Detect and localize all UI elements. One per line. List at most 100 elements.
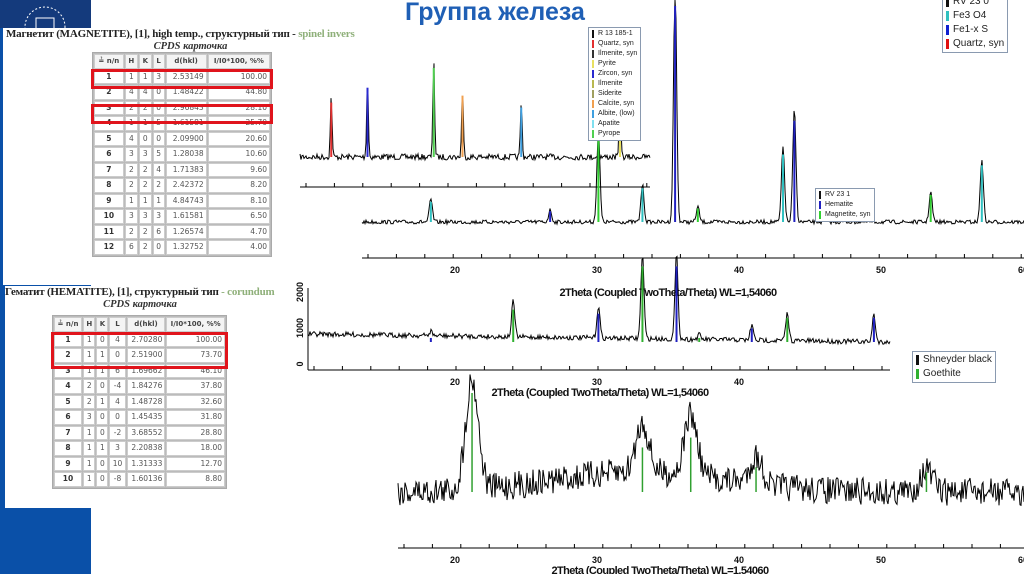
table-cell: 1 (138, 193, 152, 208)
table-row: 12 6 2 0 1.32752 4.00 (94, 240, 270, 255)
table-cell: 2 (124, 178, 138, 193)
legend-entry: Zircon, syn (592, 69, 637, 79)
column-header[interactable]: ≟ n/n (94, 54, 124, 69)
table-cell: 2.09900 (165, 131, 207, 146)
x-tick-label: 30 (592, 265, 602, 275)
table-cell: 4.00 (207, 240, 270, 255)
table-cell: 5 (54, 394, 83, 409)
table-cell: -4 (109, 379, 126, 394)
column-header[interactable]: I/I0*100, %% (207, 54, 270, 69)
legend-entry: Calcite, syn (592, 99, 637, 109)
column-header[interactable]: H (124, 54, 138, 69)
table-cell: 1 (83, 425, 96, 440)
table-cell: 0 (109, 348, 126, 363)
column-header[interactable]: ≟ n/n (54, 317, 83, 332)
legend-swatch (592, 100, 594, 108)
table-cell: 8 (94, 178, 124, 193)
legend-swatch (592, 90, 594, 98)
table-cell: 1 (83, 472, 96, 487)
x-tick-label: 30 (592, 377, 602, 387)
table-cell: 0 (152, 240, 165, 255)
table-cell: 3 (83, 410, 96, 425)
x-tick-label: 50 (876, 265, 886, 275)
legend-swatch (916, 355, 919, 365)
table-cell: 1 (152, 193, 165, 208)
table-cell: 0 (96, 456, 109, 471)
magnetite-caption: Магнетит (MAGNETITE), [1], high temp., с… (6, 28, 355, 40)
table-row: 10 1 0 -8 1.60136 8.80 (54, 472, 225, 487)
table-cell: 3 (152, 209, 165, 224)
legend-swatch (592, 80, 594, 88)
legend-entry: Goethite (916, 367, 992, 381)
magnetite-subtitle: CPDS карточка (153, 41, 228, 52)
table-cell: 1.32752 (165, 240, 207, 255)
x-tick-label: 60 (1018, 265, 1024, 275)
table-cell: 1.45435 (126, 410, 166, 425)
table-cell: 0 (138, 131, 152, 146)
table-cell: 2 (138, 240, 152, 255)
column-header[interactable]: H (83, 317, 96, 332)
column-header[interactable]: K (138, 54, 152, 69)
legend-swatch (819, 191, 821, 199)
table-cell: 4.70 (207, 224, 270, 239)
table-cell: 73.70 (166, 348, 225, 363)
table-cell: 6 (94, 147, 124, 162)
legend-entry: Pyrite (592, 59, 637, 69)
column-header[interactable]: K (96, 317, 109, 332)
chart3-legend: Shneyder black Goethite (912, 351, 996, 383)
table-cell: 3 (138, 147, 152, 162)
table-cell: 8 (54, 441, 83, 456)
table-cell: 12.70 (166, 456, 225, 471)
table-cell: 4 (124, 131, 138, 146)
table-row: 9 1 0 10 1.31333 12.70 (54, 456, 225, 471)
table-cell: 1.71383 (165, 162, 207, 177)
table-cell: 1 (96, 348, 109, 363)
table-cell: 1 (96, 441, 109, 456)
table-cell: 7 (94, 162, 124, 177)
legend-swatch (592, 110, 594, 118)
table-cell: 3 (124, 147, 138, 162)
chart-top-legend: RV 23 0 Fe3 O4 Fe1-x S Quartz, syn (942, 0, 1009, 53)
column-header[interactable]: d(hkl) (165, 54, 207, 69)
table-cell: 10.60 (207, 147, 270, 162)
table-cell: 9 (54, 456, 83, 471)
column-header[interactable]: L (152, 54, 165, 69)
table-row: 8 1 1 3 2.20838 18.00 (54, 441, 225, 456)
x-tick-label: 50 (876, 555, 886, 565)
table-cell: 32.60 (166, 394, 225, 409)
table-row: 5 2 1 4 1.48728 32.60 (54, 394, 225, 409)
table-row: 4 2 0 -4 1.84276 37.80 (54, 379, 225, 394)
chart-2: 20 30 40 50 60 2Theta (Coupled TwoTheta/Theta… (361, 0, 1024, 299)
x-tick-label: 30 (592, 555, 602, 565)
table-cell: 2 (83, 394, 96, 409)
table-cell: 1.60136 (126, 472, 166, 487)
slide-title: Группа железа (405, 0, 585, 26)
y-tick-label: 0 (295, 361, 305, 366)
legend-entry: Magnetite, syn (819, 210, 871, 220)
table-cell: 6.50 (207, 209, 270, 224)
table-row: 7 2 2 4 1.71383 9.60 (94, 162, 270, 177)
table-cell: 20.60 (207, 131, 270, 146)
table-cell: 0 (152, 131, 165, 146)
x-tick-label: 20 (450, 265, 460, 275)
table-cell: 12 (94, 240, 124, 255)
x-axis-label: 2Theta (Coupled TwoTheta/Theta) WL=1,540… (492, 387, 709, 399)
table-cell: 2 (54, 348, 83, 363)
table-cell: 0 (96, 472, 109, 487)
column-header[interactable]: d(hkl) (126, 317, 166, 332)
column-header[interactable]: I/I0*100, %% (166, 317, 225, 332)
table-cell: 0 (96, 379, 109, 394)
table-cell: 31.80 (166, 410, 225, 425)
table-cell: 4 (152, 162, 165, 177)
table-cell: 18.00 (166, 441, 225, 456)
table-cell: 0 (152, 100, 165, 115)
university-logo (0, 0, 91, 28)
table-cell: 4 (109, 394, 126, 409)
table-cell: 1 (83, 348, 96, 363)
table-cell: 6 (54, 410, 83, 425)
table-cell: 37.80 (166, 379, 225, 394)
table-cell: 2 (138, 178, 152, 193)
column-header[interactable]: L (109, 317, 126, 332)
